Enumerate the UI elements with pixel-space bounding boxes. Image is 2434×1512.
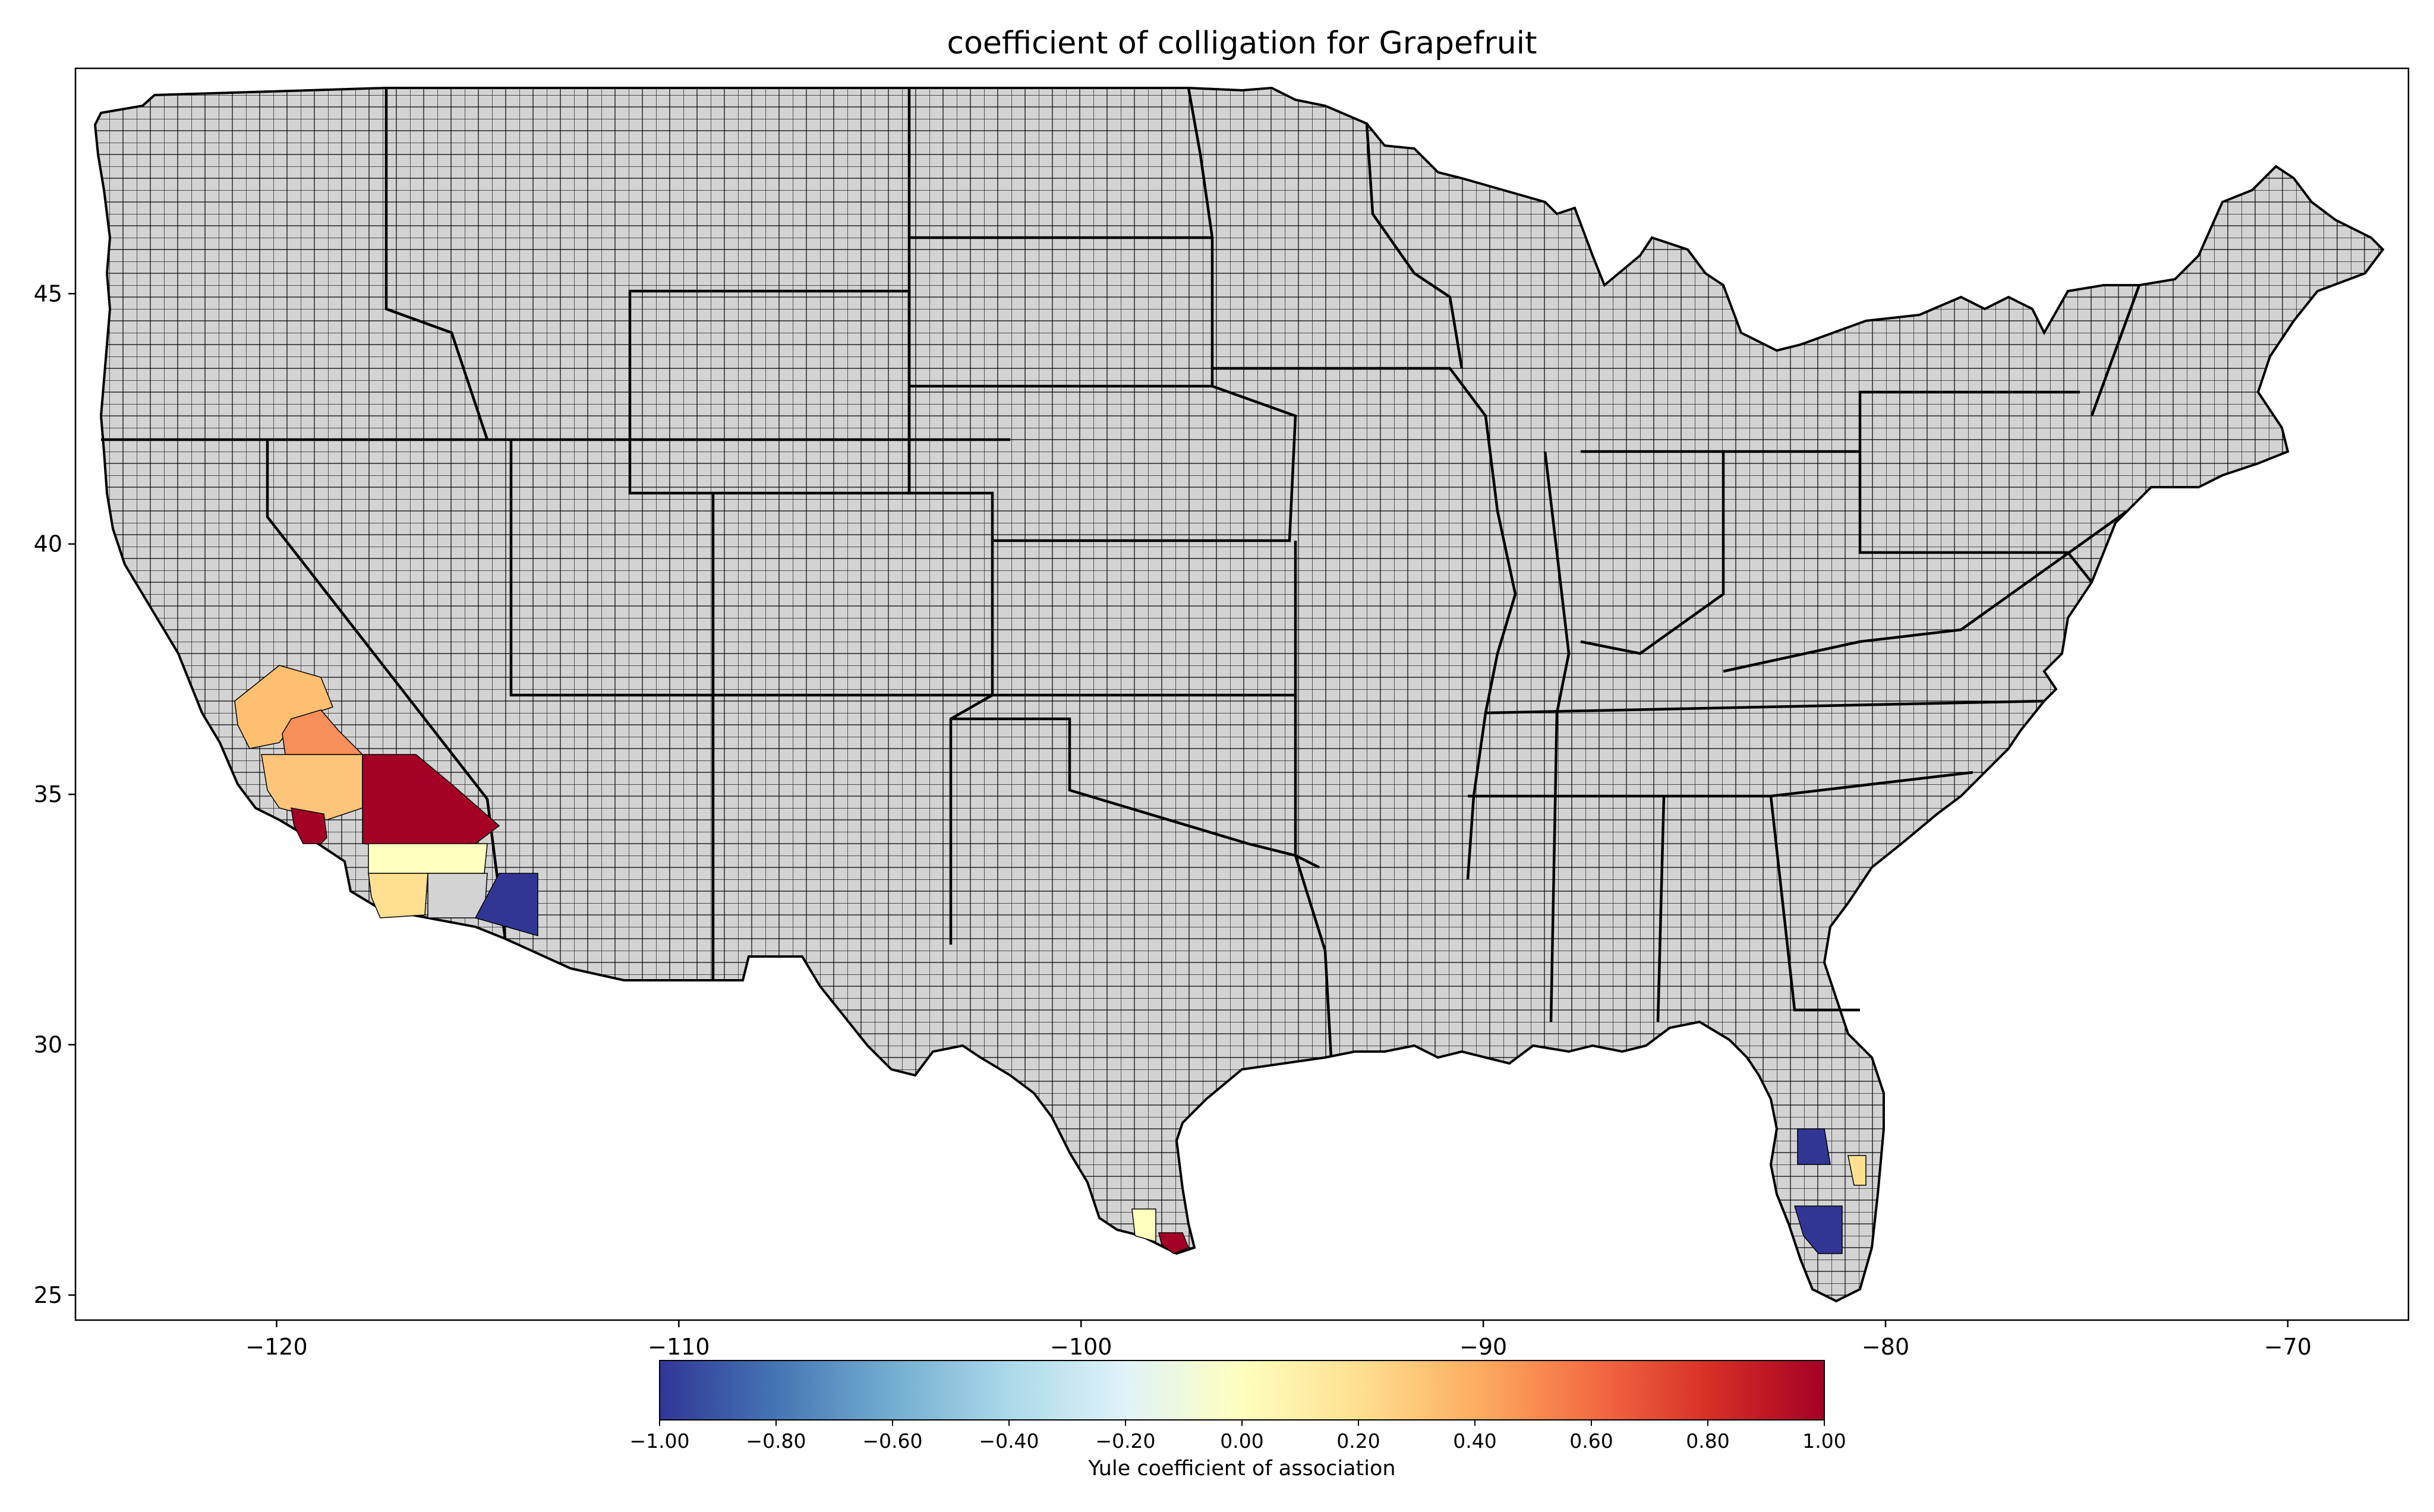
county-cameron (1158, 1232, 1189, 1254)
colorbar-tick-label: −0.40 (979, 1429, 1039, 1453)
county-st-lucie (1847, 1155, 1867, 1186)
colorbar-tick-label: 0.20 (1336, 1429, 1380, 1453)
county-polk (1797, 1128, 1831, 1165)
highlighted-counties (234, 665, 1867, 1254)
y-tick-label: 25 (34, 1282, 62, 1308)
colorbar: −1.00 −0.80 −0.60 −0.40 −0.20 0.00 0.20 0.40 0.6… (629, 1360, 1846, 1481)
colorbar-tick-label: −0.60 (862, 1429, 922, 1453)
county-san-diego (368, 873, 428, 918)
colorbar-tick-label: −0.20 (1095, 1429, 1155, 1453)
y-tick-label: 40 (34, 531, 62, 557)
county-riverside (368, 843, 488, 874)
county-yuma (474, 873, 538, 936)
x-tick-label: −120 (245, 1334, 307, 1360)
colorbar-tick-label: −1.00 (629, 1429, 689, 1453)
x-tick-label: −70 (2264, 1334, 2312, 1360)
colorbar-label: Yule coefficient of association (1087, 1457, 1395, 1481)
colorbar-tick-label: 0.00 (1220, 1429, 1263, 1453)
x-tick-label: −100 (1050, 1334, 1112, 1360)
county-imperial (427, 873, 488, 918)
chart-title: coefficient of colligation for Grapefrui… (947, 26, 1537, 61)
colorbar-tick-label: 1.00 (1802, 1429, 1846, 1453)
y-axis-ticks: 45 40 35 30 25 (34, 280, 75, 1308)
colorbar-tick-label: −0.80 (746, 1429, 806, 1453)
y-tick-label: 30 (34, 1031, 62, 1058)
y-tick-label: 45 (34, 280, 62, 307)
x-tick-label: −110 (648, 1334, 710, 1360)
county-hidalgo (1131, 1208, 1156, 1242)
county-lee-hendry (1793, 1205, 1843, 1254)
colorbar-gradient (659, 1360, 1825, 1421)
colorbar-tick-label: 0.80 (1686, 1429, 1729, 1453)
x-tick-label: −80 (1862, 1334, 1909, 1360)
map-axes: −120 −110 −100 −90 −80 −70 45 40 35 30 25 (34, 67, 2410, 1360)
x-tick-label: −90 (1459, 1334, 1507, 1360)
colorbar-tick-label: 0.60 (1569, 1429, 1613, 1453)
colorbar-ticks: −1.00 −0.80 −0.60 −0.40 −0.20 0.00 0.20 0.40 0.6… (629, 1420, 1846, 1453)
y-tick-label: 35 (34, 781, 62, 807)
county-ventura (291, 807, 327, 844)
state-borders (101, 87, 2141, 1058)
x-axis-ticks: −120 −110 −100 −90 −80 −70 (245, 1320, 2312, 1360)
colorbar-tick-label: 0.40 (1453, 1429, 1496, 1453)
